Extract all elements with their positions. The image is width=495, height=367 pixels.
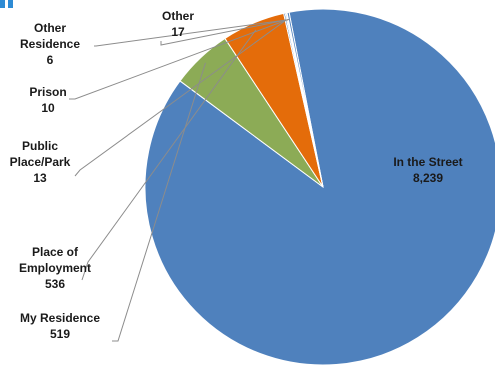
slice-label-0: In the Street 8,239	[393, 155, 462, 185]
slice-label-6: Other 17	[162, 9, 194, 39]
slice-label-line-2-0: Place of	[32, 245, 79, 259]
slice-label-line-2-1: Employment	[19, 261, 91, 275]
pie-slices	[144, 8, 495, 366]
slice-value-6: 17	[171, 25, 185, 39]
slice-label-line-1-0: My Residence	[20, 311, 100, 325]
pie-slice-6	[286, 11, 324, 188]
slice-value-4: 10	[41, 101, 55, 115]
slice-label-line-5-1: Residence	[20, 37, 80, 51]
slice-label-line-0-0: In the Street	[393, 155, 462, 169]
header-accent-mark-2	[8, 0, 13, 8]
slice-label-line-3-1: Place/Park	[10, 155, 71, 169]
leader-line-4	[69, 19, 288, 100]
slice-value-2: 536	[45, 277, 65, 291]
slice-label-1: My Residence 519	[20, 311, 100, 341]
slice-value-1: 519	[50, 327, 70, 341]
leader-lines	[69, 18, 290, 342]
leader-line-6	[160, 18, 290, 46]
slice-value-3: 13	[33, 171, 47, 185]
slice-label-5: Other Residence 6	[20, 21, 80, 67]
slice-label-line-3-0: Public	[22, 139, 58, 153]
slice-label-line-6-0: Other	[162, 9, 194, 23]
leader-line-1	[112, 62, 206, 342]
slice-labels: In the Street 8,239 My Residence 519 Place o…	[10, 9, 463, 341]
slice-label-2: Place of Employment 536	[19, 245, 91, 291]
leader-line-3	[74, 19, 287, 177]
slice-value-5: 6	[47, 53, 54, 67]
slice-label-3: Public Place/Park 13	[10, 139, 71, 185]
pie-slice-0	[144, 8, 495, 366]
leader-line-5	[94, 19, 289, 47]
header-accent-mark	[0, 0, 5, 8]
slice-label-line-5-0: Other	[34, 21, 66, 35]
leader-line-2	[81, 29, 257, 281]
slice-label-line-4-0: Prison	[29, 85, 66, 99]
slice-label-4: Prison 10	[29, 85, 66, 115]
slice-value-0: 8,239	[413, 171, 443, 185]
